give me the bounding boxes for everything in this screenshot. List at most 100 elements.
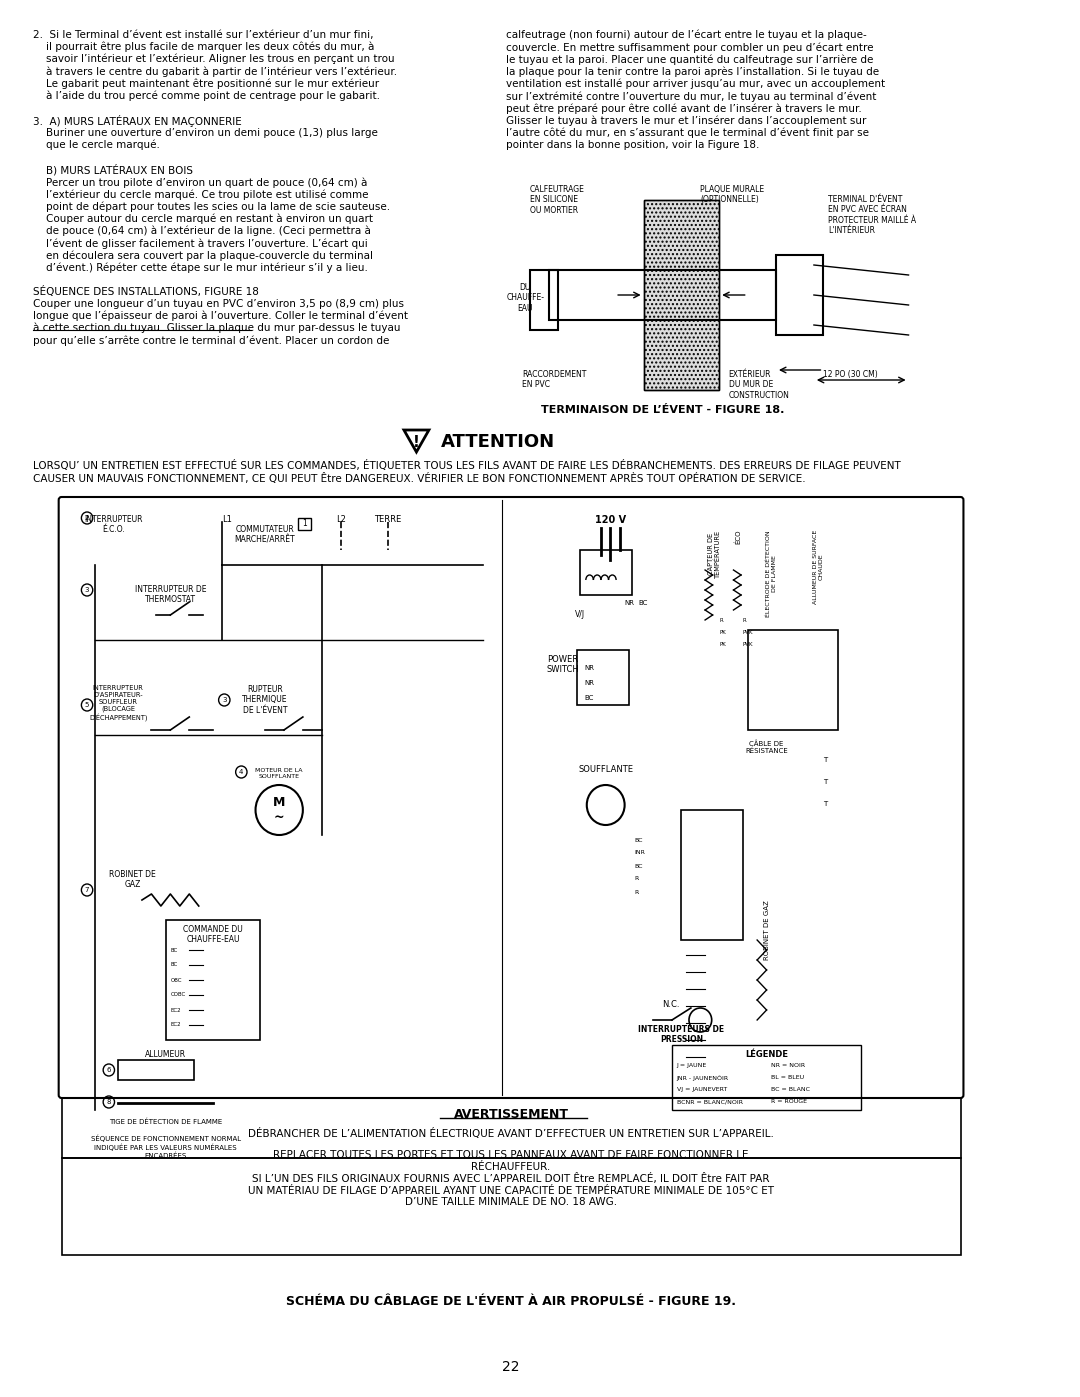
Text: NR = NOIR: NR = NOIR	[771, 1063, 806, 1067]
Text: SI L’UN DES FILS ORIGINAUX FOURNIS AVEC L’APPAREIL DOIT Être REMPLACÉ, IL DOIT Ê: SI L’UN DES FILS ORIGINAUX FOURNIS AVEC …	[248, 1173, 774, 1207]
Text: TERRE: TERRE	[375, 515, 402, 524]
Text: ÉCO: ÉCO	[735, 529, 742, 545]
Text: POWER
SWITCH: POWER SWITCH	[546, 655, 580, 675]
Bar	[580, 550, 632, 595]
Text: J = JAUNE: J = JAUNE	[677, 1063, 707, 1067]
Text: PLAQUE MURALE
(OPTIONNELLE): PLAQUE MURALE (OPTIONNELLE)	[700, 184, 765, 204]
Text: AVERTISSEMENT: AVERTISSEMENT	[454, 1108, 568, 1120]
Text: VJ = JAUNEVERT: VJ = JAUNEVERT	[677, 1087, 727, 1092]
Text: V/J: V/J	[575, 610, 584, 619]
Text: LÉGENDE: LÉGENDE	[745, 1051, 788, 1059]
Text: RUPTEUR
THERMIQUE
DE L'ÉVENT: RUPTEUR THERMIQUE DE L'ÉVENT	[242, 685, 287, 715]
Text: EXTÉRIEUR
DU MUR DE
CONSTRUCTION: EXTÉRIEUR DU MUR DE CONSTRUCTION	[729, 370, 789, 400]
Text: ATTENTION: ATTENTION	[441, 433, 555, 451]
Text: BL = BLEU: BL = BLEU	[771, 1076, 805, 1080]
Text: 4: 4	[239, 768, 243, 775]
Text: BC: BC	[584, 694, 593, 701]
Text: BC: BC	[634, 837, 643, 842]
FancyBboxPatch shape	[58, 497, 963, 1098]
Text: SCHÉMA DU CÂBLAGE DE L'ÉVENT À AIR PROPULSÉ - FIGURE 19.: SCHÉMA DU CÂBLAGE DE L'ÉVENT À AIR PROPU…	[286, 1295, 737, 1308]
Text: INTERRUPTEURS DE
PRESSION: INTERRUPTEURS DE PRESSION	[638, 1025, 725, 1045]
Text: LORSQU’ UN ENTRETIEN EST EFFECTUÉ SUR LES COMMANDES, ÉTIQUETER TOUS LES FILS AVA: LORSQU’ UN ENTRETIEN EST EFFECTUÉ SUR LE…	[33, 460, 901, 483]
Text: 120 V: 120 V	[595, 515, 626, 525]
Text: DÉBRANCHER DE L’ALIMENTATION ÉLECTRIQUE AVANT D’EFFECTUER UN ENTRETIEN SUR L’APP: DÉBRANCHER DE L’ALIMENTATION ÉLECTRIQUE …	[248, 1127, 774, 1139]
Text: PVK: PVK	[743, 630, 754, 634]
Text: L2: L2	[336, 515, 346, 524]
Text: COBC: COBC	[171, 992, 186, 997]
Bar	[672, 1045, 861, 1111]
Text: INTERRUPTEUR
É.C.O.: INTERRUPTEUR É.C.O.	[84, 515, 143, 535]
Text: COMMANDE DU
CHAUFFE-EAU: COMMANDE DU CHAUFFE-EAU	[184, 925, 243, 944]
Text: M
~: M ~	[273, 796, 285, 824]
Bar	[681, 810, 743, 940]
Text: ÉLECTRODE DE DÉTECTION
DE FLAMME: ÉLECTRODE DE DÉTECTION DE FLAMME	[766, 529, 777, 616]
Text: ROBINET DE GAZ: ROBINET DE GAZ	[764, 900, 770, 960]
Bar	[644, 200, 719, 390]
Text: BC: BC	[171, 963, 177, 968]
Text: calfeutrage (non fourni) autour de l’écart entre le tuyau et la plaque-
couvercl: calfeutrage (non fourni) autour de l’éca…	[507, 29, 886, 149]
Text: R: R	[719, 617, 723, 623]
Text: SÉQUENCE DE FONCTIONNEMENT NORMAL
INDIQUÉE PAR LES VALEURS NUMÉRALES
ENCADRÉES: SÉQUENCE DE FONCTIONNEMENT NORMAL INDIQU…	[91, 1134, 241, 1160]
Bar	[777, 256, 823, 335]
Bar	[119, 1060, 194, 1080]
Text: BC = BLANC: BC = BLANC	[771, 1087, 810, 1092]
Text: SOUFFLANTE: SOUFFLANTE	[578, 766, 633, 774]
Text: TERMINAISON DE L’ÉVENT - FIGURE 18.: TERMINAISON DE L’ÉVENT - FIGURE 18.	[541, 405, 784, 415]
Text: PK: PK	[719, 630, 726, 634]
Text: BC: BC	[639, 599, 648, 606]
Text: CALFEUTRAGE
EN SILICONE
OU MORTIER: CALFEUTRAGE EN SILICONE OU MORTIER	[530, 184, 585, 215]
Text: CÂBLE DE
RÉSISTANCE: CÂBLE DE RÉSISTANCE	[745, 740, 788, 754]
Text: INTERRUPTEUR
D'ASPIRATEUR-
SOUFFLEUR
(BLOCAGE
D'ÉCHAPPEMENT): INTERRUPTEUR D'ASPIRATEUR- SOUFFLEUR (BL…	[89, 685, 148, 722]
Bar	[165, 921, 260, 1039]
Text: OBC: OBC	[171, 978, 181, 982]
Text: T: T	[823, 780, 827, 785]
Text: TERMINAL D'ÉVENT
EN PVC AVEC ÉCRAN
PROTECTEUR MAILLÉ À
L'INTÉRIEUR: TERMINAL D'ÉVENT EN PVC AVEC ÉCRAN PROTE…	[828, 196, 916, 235]
Text: N.C.: N.C.	[662, 1000, 680, 1009]
Text: T: T	[823, 800, 827, 807]
Text: REPLACER TOUTES LES PORTES ET TOUS LES PANNEAUX AVANT DE FAIRE FONCTIONNER LE
RÉ: REPLACER TOUTES LES PORTES ET TOUS LES P…	[273, 1150, 748, 1172]
Text: 8: 8	[107, 1099, 111, 1105]
Text: JNR - JAUNENÔIR: JNR - JAUNENÔIR	[677, 1076, 729, 1081]
Text: PVK: PVK	[743, 641, 754, 647]
Text: 1: 1	[302, 520, 307, 528]
Text: PK: PK	[719, 641, 726, 647]
Bar	[747, 630, 838, 731]
Text: 3: 3	[85, 587, 90, 592]
Text: COMMUTATEUR
MARCHE/ARRÊT: COMMUTATEUR MARCHE/ARRÊT	[234, 525, 295, 545]
Text: RACCORDEMENT
EN PVC: RACCORDEMENT EN PVC	[523, 370, 586, 390]
Text: BC: BC	[171, 947, 177, 953]
Text: R: R	[634, 890, 638, 894]
Text: L1: L1	[222, 515, 232, 524]
Text: NR: NR	[584, 680, 594, 686]
Text: R = ROUGE: R = ROUGE	[771, 1099, 808, 1104]
Text: 6: 6	[107, 1067, 111, 1073]
Text: 12 PO (30 CM): 12 PO (30 CM)	[823, 370, 878, 379]
Bar	[549, 270, 777, 320]
Text: NR: NR	[624, 599, 635, 606]
Text: R: R	[743, 617, 746, 623]
Text: ALLUMEUR DE SURFACE
CHAUDE: ALLUMEUR DE SURFACE CHAUDE	[813, 529, 824, 605]
Bar	[298, 518, 311, 529]
Text: MOTEUR DE LA
SOUFFLANTE: MOTEUR DE LA SOUFFLANTE	[256, 768, 303, 778]
Bar	[62, 1098, 960, 1158]
Bar	[530, 270, 558, 330]
Text: DU
CHAUFFE-
EAU: DU CHAUFFE- EAU	[507, 284, 544, 313]
Text: ALLUMEUR: ALLUMEUR	[145, 1051, 186, 1059]
Text: 22: 22	[502, 1361, 519, 1375]
Text: ROBINET DE
GAZ: ROBINET DE GAZ	[109, 870, 156, 890]
Text: 5: 5	[85, 703, 90, 708]
Text: BCNR = BLANC/NOIR: BCNR = BLANC/NOIR	[677, 1099, 743, 1104]
Text: 3: 3	[222, 697, 227, 703]
Text: 2: 2	[85, 515, 90, 521]
Text: 7: 7	[85, 887, 90, 893]
Text: !: !	[413, 434, 420, 450]
Bar	[578, 650, 630, 705]
Bar	[644, 200, 719, 390]
Polygon shape	[404, 430, 429, 453]
Text: EC2: EC2	[171, 1007, 181, 1013]
Text: TIGE DE DÉTECTION DE FLAMME: TIGE DE DÉTECTION DE FLAMME	[109, 1118, 222, 1125]
Text: INR: INR	[634, 851, 645, 855]
Text: 2.  Si le Terminal d’évent est installé sur l’extérieur d’un mur fini,
    il po: 2. Si le Terminal d’évent est installé s…	[33, 29, 408, 345]
Bar	[62, 1158, 960, 1255]
Text: BC: BC	[634, 863, 643, 869]
